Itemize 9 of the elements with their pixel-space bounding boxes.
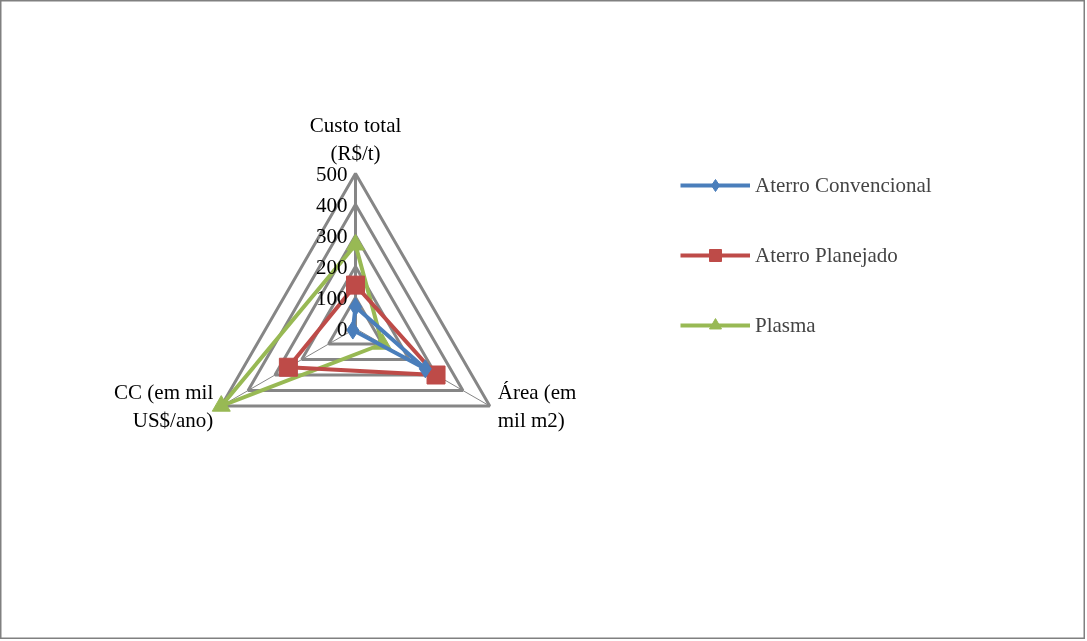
y-tick-label: 400 [316, 192, 348, 217]
legend-label: Plasma [755, 312, 816, 338]
y-tick-label: 300 [316, 223, 348, 248]
spoke-label: Custo total (R$/t) [309, 112, 402, 166]
legend-label: Aterro Convencional [755, 172, 932, 198]
legend-label: Aterro Planejado [755, 242, 898, 268]
spoke-label: Área (em mil m2) [497, 379, 577, 433]
y-tick-label: 0 [337, 316, 348, 341]
spoke-label: CC (em mil US$/ano) [114, 379, 214, 433]
